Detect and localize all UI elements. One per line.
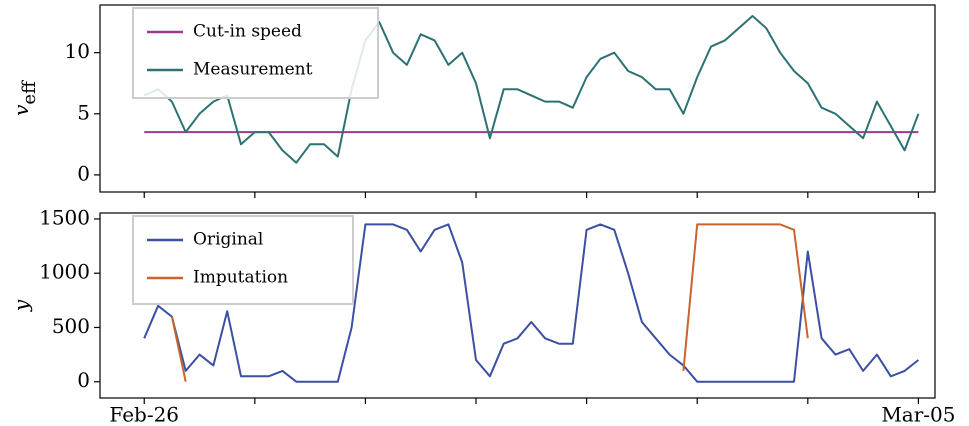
y-tick-label: 10 xyxy=(65,39,90,63)
subplot: 0 500 1000 1500 Feb-26 Mar-05 Original Imputati… xyxy=(9,205,956,426)
legend-label: Original xyxy=(193,230,263,250)
y-tick-label: 1500 xyxy=(39,205,90,229)
y-tick-label: 500 xyxy=(52,314,90,338)
legend-label: Imputation xyxy=(193,268,288,288)
legend-box xyxy=(132,215,354,305)
y-tick-label: 5 xyxy=(77,100,90,124)
y-tick-label: 0 xyxy=(77,161,90,185)
y-tick-label: 1000 xyxy=(39,260,90,284)
subplot: 0 5 10 Cut-in speed Measurement veff xyxy=(9,4,936,198)
plot-frame xyxy=(99,4,936,193)
x-tick-label: Feb-26 xyxy=(109,403,179,426)
legend-box xyxy=(132,7,379,99)
series-line xyxy=(143,223,920,383)
y-axis-symbol: v xyxy=(9,104,33,116)
plot-frame xyxy=(99,212,936,399)
series-line xyxy=(143,15,920,164)
y-axis-symbol: y xyxy=(9,299,33,312)
legend-label: Cut-in speed xyxy=(193,22,302,42)
legend-label: Measurement xyxy=(193,60,313,80)
y-axis-subscript: eff xyxy=(19,80,40,105)
x-tick-label: Mar-05 xyxy=(881,403,955,426)
legend: Original Imputation xyxy=(132,215,354,305)
y-axis-label: y xyxy=(9,299,33,312)
series-line xyxy=(170,223,809,382)
y-tick-label: 0 xyxy=(77,368,90,392)
legend: Cut-in speed Measurement xyxy=(132,7,379,99)
y-axis-label: veff xyxy=(9,80,41,116)
